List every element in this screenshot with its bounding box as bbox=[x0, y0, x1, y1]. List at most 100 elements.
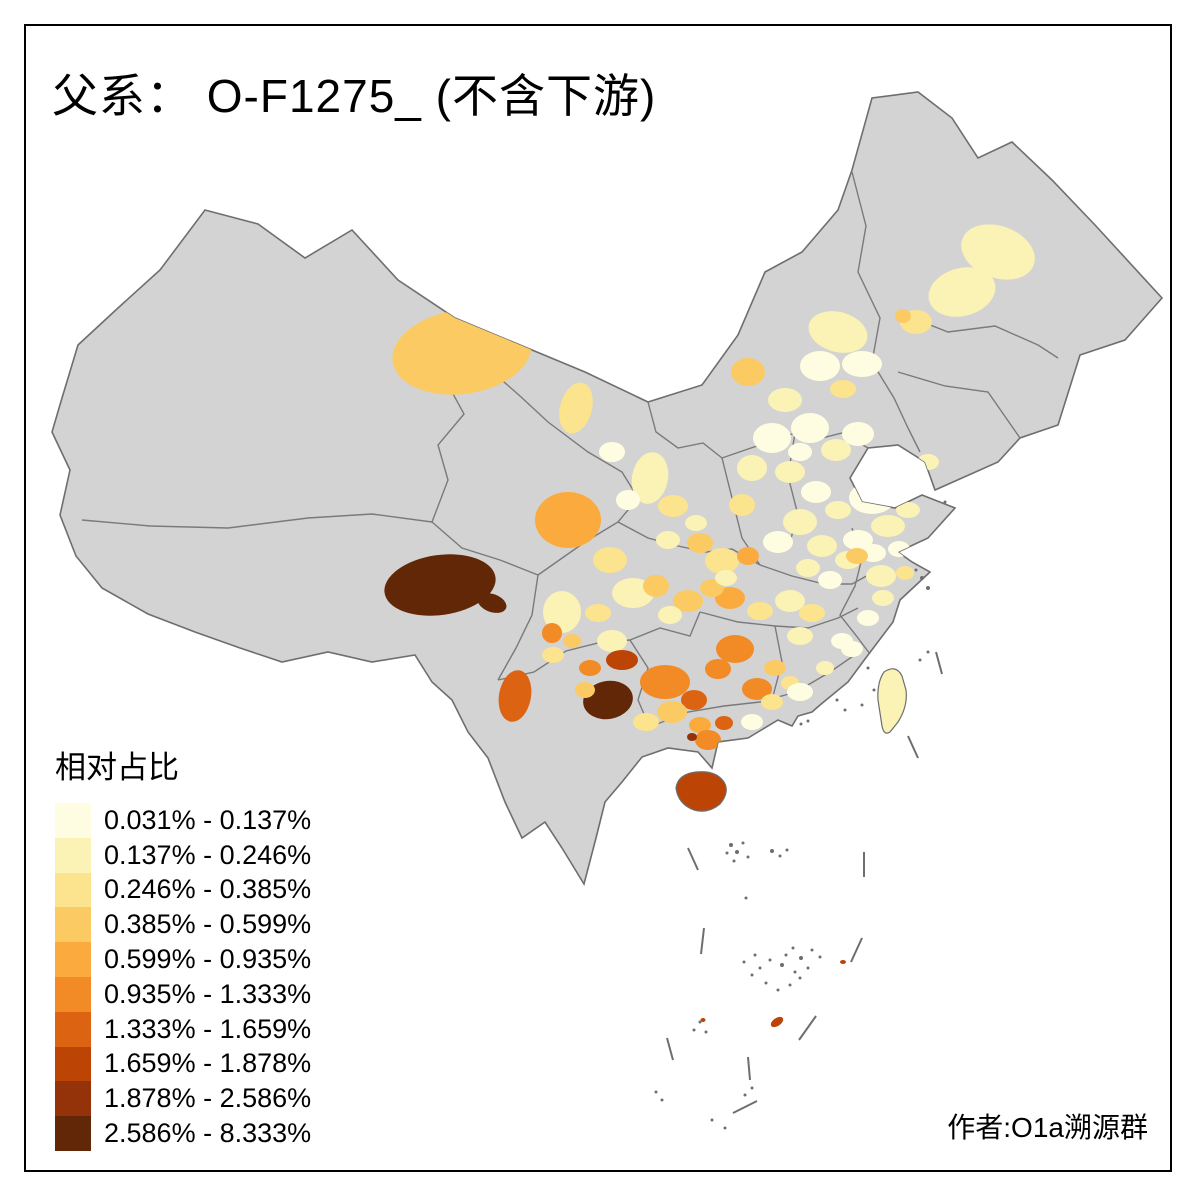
island-dot bbox=[778, 854, 782, 858]
map-region bbox=[643, 575, 669, 597]
map-region bbox=[889, 471, 923, 493]
map-region bbox=[917, 454, 939, 470]
legend-item: 0.246% - 0.385% bbox=[55, 872, 311, 908]
map-region bbox=[498, 670, 532, 722]
island-dot bbox=[914, 568, 918, 572]
island-dot bbox=[750, 1086, 754, 1090]
map-region bbox=[542, 623, 562, 643]
hainan-island bbox=[675, 771, 727, 812]
legend-item: 0.599% - 0.935% bbox=[55, 942, 311, 977]
map-region bbox=[807, 535, 837, 557]
island-dot bbox=[810, 948, 814, 952]
island-dot bbox=[791, 946, 795, 950]
map-region bbox=[687, 533, 713, 553]
map-region bbox=[715, 716, 733, 730]
map-region bbox=[658, 495, 688, 517]
island-dot bbox=[926, 586, 930, 590]
island-dot bbox=[806, 966, 810, 970]
map-region bbox=[872, 590, 894, 606]
legend-item: 0.137% - 0.246% bbox=[55, 837, 311, 873]
map-region bbox=[764, 660, 786, 676]
map-region bbox=[846, 548, 868, 564]
island-dot bbox=[866, 666, 870, 670]
map-region bbox=[801, 481, 831, 503]
colored-islet bbox=[770, 1016, 784, 1028]
dash-segment bbox=[798, 1015, 817, 1041]
map-region bbox=[896, 502, 920, 518]
map-region bbox=[895, 309, 911, 323]
island-dot bbox=[860, 703, 864, 707]
dash-segment bbox=[732, 1100, 758, 1114]
island-dot bbox=[843, 708, 847, 712]
legend-label: 0.385% - 0.599% bbox=[104, 909, 312, 940]
map-region bbox=[742, 678, 772, 700]
island-dot bbox=[784, 953, 788, 957]
legend-title: 相对占比 bbox=[55, 750, 179, 785]
map-region bbox=[761, 694, 783, 710]
map-region bbox=[689, 717, 711, 733]
map-region bbox=[818, 571, 842, 589]
map-region bbox=[543, 591, 581, 633]
island-dot bbox=[735, 850, 739, 854]
island-dot bbox=[926, 650, 930, 654]
legend-item: 1.878% - 2.586% bbox=[55, 1081, 311, 1117]
island-dot bbox=[692, 1028, 696, 1032]
island-dot bbox=[918, 658, 922, 662]
island-dot bbox=[788, 983, 792, 987]
island-dot bbox=[725, 851, 729, 855]
map-region bbox=[384, 554, 496, 616]
legend-item: 1.659% - 1.878% bbox=[55, 1046, 311, 1082]
island-dot bbox=[799, 956, 803, 960]
map-region bbox=[841, 641, 863, 657]
map-region bbox=[849, 482, 895, 514]
map-region bbox=[658, 606, 682, 624]
map-region bbox=[579, 660, 601, 676]
island-dot bbox=[764, 981, 768, 985]
map-region bbox=[888, 541, 910, 557]
map-region bbox=[729, 494, 755, 516]
map-region bbox=[681, 690, 707, 710]
legend: 相对占比 0.031% - 0.137% 0.137% - 0.246% 0.246… bbox=[55, 742, 311, 1151]
map-region bbox=[737, 455, 767, 481]
map-region bbox=[633, 713, 659, 731]
island-dot bbox=[872, 688, 876, 692]
legend-label: 1.333% - 1.659% bbox=[104, 1013, 312, 1044]
legend-swatch bbox=[55, 1081, 91, 1117]
map-region bbox=[585, 604, 611, 622]
legend-swatch bbox=[55, 1116, 91, 1151]
map-region bbox=[866, 565, 896, 587]
island-dot bbox=[732, 859, 736, 863]
map-region bbox=[788, 443, 812, 461]
map-region bbox=[705, 548, 739, 574]
map-region bbox=[687, 733, 697, 741]
map-region bbox=[787, 627, 813, 645]
island-dot bbox=[835, 698, 839, 702]
island-dot bbox=[818, 955, 822, 959]
taiwan-island bbox=[877, 668, 907, 734]
nine-dash-line bbox=[666, 651, 943, 1114]
choropleth-regions bbox=[384, 224, 1035, 750]
dash-segment bbox=[687, 847, 699, 871]
map-region bbox=[705, 659, 731, 679]
legend-label: 0.031% - 0.137% bbox=[104, 804, 312, 835]
map-region bbox=[477, 593, 507, 613]
map-region bbox=[896, 566, 914, 580]
island-dot bbox=[744, 896, 748, 900]
island-dot bbox=[799, 722, 803, 726]
map-region bbox=[800, 351, 840, 381]
map-region bbox=[775, 590, 805, 612]
small-islands bbox=[654, 500, 947, 1130]
island-dot bbox=[660, 1098, 664, 1102]
island-dot bbox=[753, 953, 757, 957]
legend-swatch bbox=[55, 976, 91, 1012]
map-region bbox=[753, 423, 791, 453]
map-region bbox=[731, 358, 765, 386]
legend-swatch bbox=[55, 803, 91, 838]
legend-swatch bbox=[55, 942, 91, 977]
legend-label: 0.599% - 0.935% bbox=[104, 944, 312, 975]
map-region bbox=[563, 634, 581, 648]
map-region bbox=[575, 682, 595, 698]
island-dot bbox=[710, 1118, 714, 1122]
map-region bbox=[673, 590, 703, 612]
island-dot bbox=[750, 973, 754, 977]
